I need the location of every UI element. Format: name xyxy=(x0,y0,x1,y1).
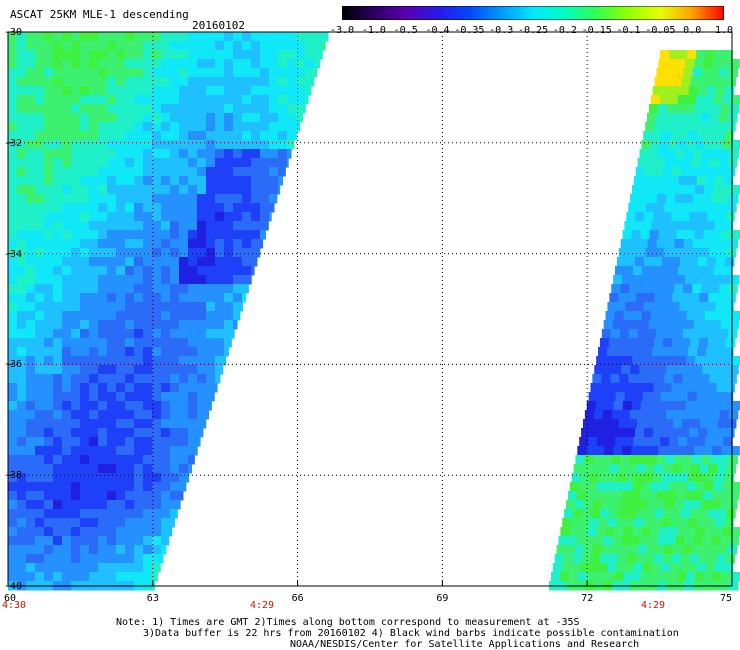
lat-lon-grid xyxy=(8,32,732,586)
color-scale-label: 0.0 xyxy=(683,25,702,36)
axis-tick-marks xyxy=(7,31,733,587)
longitude-label: 60 xyxy=(4,593,17,604)
footer-note-line1: Note: 1) Times are GMT 2)Times along bot… xyxy=(116,617,580,628)
latitude-label: -38 xyxy=(4,470,23,482)
right-swath-data xyxy=(549,50,740,591)
time-label: 4:29 xyxy=(641,600,666,611)
color-scale-label: -0.5 xyxy=(393,25,418,36)
longitude-label: 75 xyxy=(720,593,733,604)
color-scale-label: -0.3 xyxy=(489,25,514,36)
map-title: ASCAT 25KM MLE-1 descending xyxy=(10,8,189,21)
footer-credit: NOAA/NESDIS/Center for Satellite Applica… xyxy=(290,639,640,650)
longitude-label: 66 xyxy=(291,593,304,604)
longitude-label: 69 xyxy=(436,593,449,604)
latitude-label: -32 xyxy=(4,137,23,149)
map-frame xyxy=(7,31,733,587)
color-scale-label: -0.35 xyxy=(454,25,485,36)
map-date: 20160102 xyxy=(192,19,245,32)
longitude-label: 72 xyxy=(581,593,594,604)
latitude-label: -34 xyxy=(4,248,23,260)
color-scale-label: -3.0 xyxy=(330,25,355,36)
latitude-label: -30 xyxy=(4,27,23,38)
left-swath-data xyxy=(8,32,329,591)
color-scale-label: -0.4 xyxy=(425,25,450,36)
color-scale-label: -1.0 xyxy=(361,25,386,36)
color-scale-label: 1.0 xyxy=(715,25,734,36)
time-label: 4:30 xyxy=(2,600,27,611)
color-scale-label: -0.15 xyxy=(581,25,612,36)
color-scale-label: -0.2 xyxy=(552,25,577,36)
latitude-label: -36 xyxy=(4,359,23,371)
color-scale-label: -0.1 xyxy=(616,25,641,36)
footer-note-line2: 3)Data buffer is 22 hrs from 20160102 4)… xyxy=(143,628,679,639)
longitude-label: 63 xyxy=(146,593,159,604)
color-scale-bar xyxy=(342,6,724,20)
color-scale-label: -0.25 xyxy=(518,25,549,36)
latitude-label: -40 xyxy=(4,581,23,592)
color-scale-label: -0.05 xyxy=(645,25,676,36)
time-label: 4:29 xyxy=(250,600,275,611)
